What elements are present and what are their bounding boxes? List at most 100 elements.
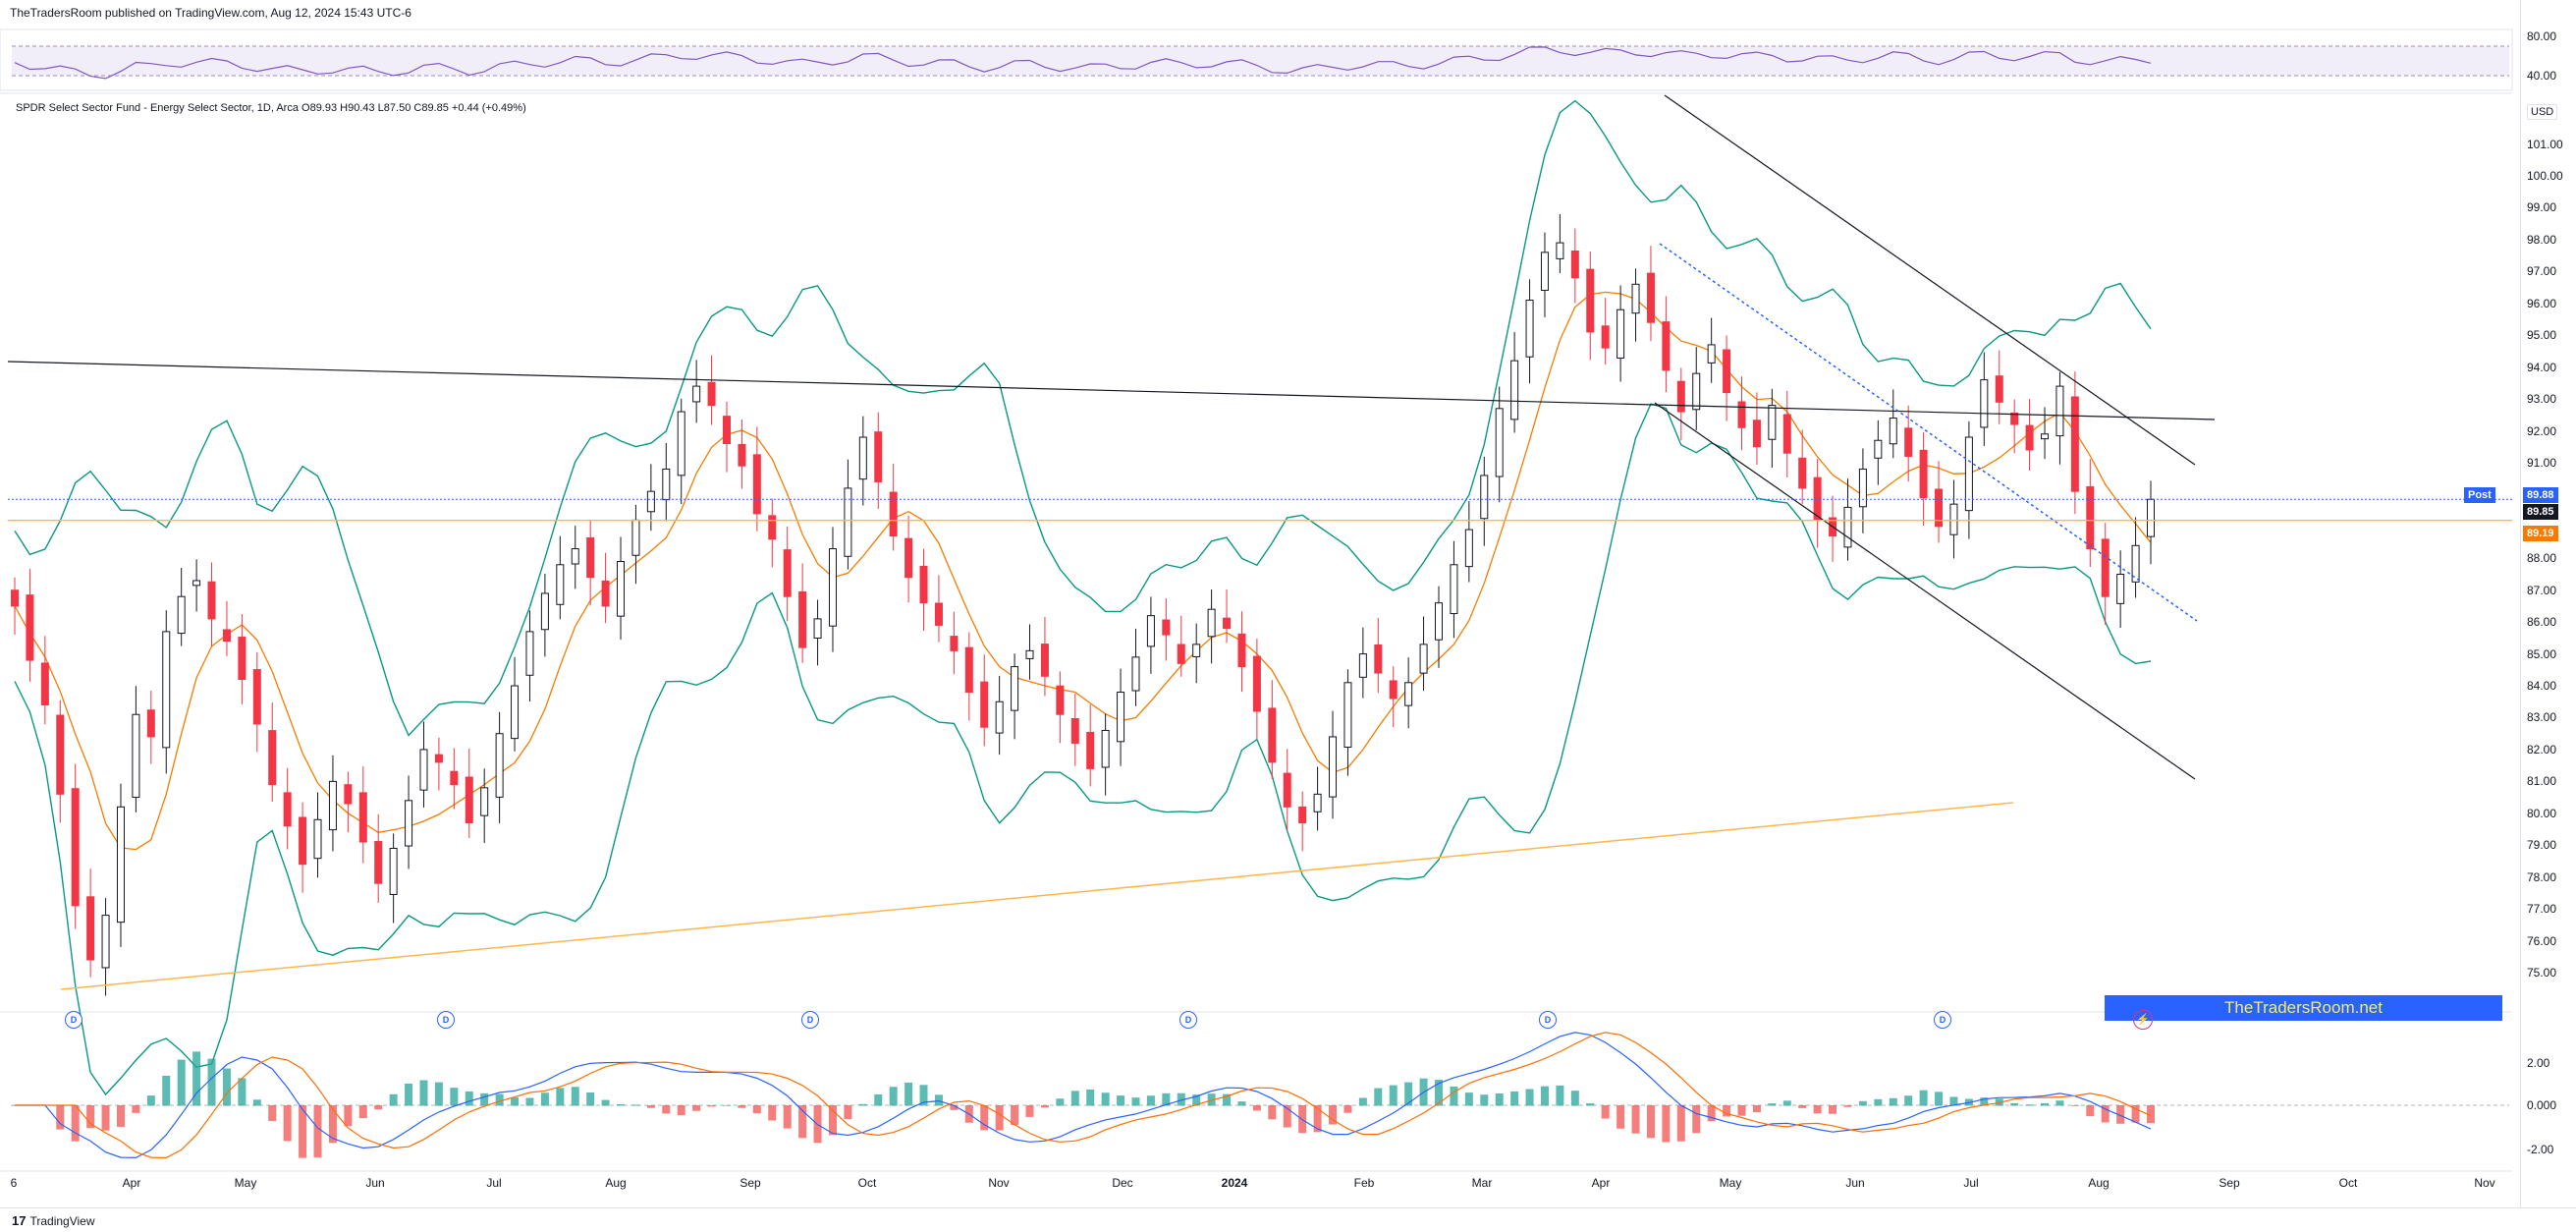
- macd-histogram-bar: [1177, 1092, 1185, 1106]
- candle-body: [1329, 736, 1338, 798]
- macd-histogram-bar: [1464, 1092, 1473, 1106]
- macd-histogram-bar: [646, 1105, 655, 1108]
- price-tick-label: 101.00: [2527, 137, 2563, 151]
- candle-body: [1858, 468, 1867, 508]
- candle-body: [1692, 372, 1701, 411]
- time-tick-label: 6: [10, 1176, 18, 1190]
- candle-body: [450, 770, 459, 786]
- candle-body: [146, 709, 155, 738]
- tradingview-logo[interactable]: 17 TradingView: [12, 1213, 95, 1228]
- macd-histogram-bar: [2010, 1102, 2019, 1106]
- macd-histogram-bar: [222, 1068, 231, 1106]
- dividend-event-marker[interactable]: D: [801, 1011, 819, 1029]
- price-axis[interactable]: USD 101.00 100.00 99.00 98.00 97.00 96.00 95.0…: [2464, 0, 2576, 1232]
- macd-histogram-bar: [1723, 1105, 1731, 1117]
- dividend-event-marker[interactable]: D: [437, 1011, 455, 1029]
- candle-body: [1935, 488, 1944, 528]
- candle-body: [511, 685, 520, 740]
- macd-histogram-bar: [1980, 1097, 1989, 1106]
- macd-histogram-bar: [1283, 1105, 1291, 1128]
- macd-histogram-bar: [2055, 1100, 2064, 1106]
- macd-histogram-bar: [2025, 1104, 2034, 1106]
- macd-histogram-bar: [328, 1105, 337, 1144]
- candle-body: [1268, 707, 1277, 763]
- time-tick-label: 2024: [1221, 1176, 1248, 1190]
- footer-bar: 17 TradingView: [0, 1207, 2576, 1232]
- price-tick-label: 97.00: [2527, 264, 2557, 279]
- candle-body: [525, 631, 534, 676]
- candle-body: [556, 564, 565, 605]
- macd-histogram-bar: [1662, 1105, 1671, 1143]
- macd-histogram-bar: [1131, 1097, 1140, 1106]
- candle-body: [162, 631, 171, 749]
- macd-histogram-bar: [177, 1059, 186, 1106]
- candle-body: [586, 536, 595, 579]
- candle-body: [1904, 427, 1913, 457]
- candle-body: [299, 816, 307, 866]
- macd-histogram-bar: [768, 1105, 777, 1121]
- time-tick-label: Nov: [988, 1176, 1010, 1190]
- candle-body: [1131, 656, 1140, 692]
- candle-body: [1040, 644, 1049, 677]
- candle-body: [1101, 729, 1110, 768]
- alert-icon[interactable]: ⚡: [2133, 1010, 2153, 1030]
- candle-body: [904, 537, 913, 579]
- candle-body: [601, 580, 610, 607]
- candle-body: [2147, 498, 2155, 537]
- dividend-event-marker[interactable]: D: [1934, 1011, 1951, 1029]
- macd-histogram-bar: [586, 1092, 595, 1106]
- macd-histogram-bar: [1117, 1095, 1125, 1106]
- macd-histogram-bar: [1798, 1105, 1807, 1108]
- macd-histogram-bar: [132, 1105, 140, 1113]
- time-tick-label: Jun: [1845, 1176, 1865, 1190]
- moving-average: [14, 291, 2152, 851]
- macd-histogram-bar: [2116, 1105, 2125, 1124]
- dividend-event-marker[interactable]: D: [1179, 1011, 1197, 1029]
- macd-histogram-bar: [86, 1105, 95, 1129]
- time-tick-label: May: [1719, 1176, 1742, 1190]
- candle-body: [783, 549, 792, 597]
- rsi-tick-label: 80.00: [2527, 29, 2557, 43]
- macd-histogram-bar: [1223, 1093, 1232, 1106]
- macd-histogram-bar: [723, 1105, 731, 1106]
- macd-histogram-bar: [1586, 1103, 1595, 1106]
- dividend-event-marker[interactable]: D: [1539, 1011, 1557, 1029]
- candle-body: [207, 581, 216, 620]
- macd-histogram-bar: [192, 1051, 201, 1106]
- macd-histogram-bar: [1086, 1089, 1095, 1106]
- macd-histogram-bar: [465, 1091, 473, 1106]
- macd-histogram-bar: [1495, 1093, 1504, 1106]
- macd-histogram-bar: [662, 1105, 671, 1114]
- price-tick-label: 100.00: [2527, 169, 2563, 183]
- candle-body: [238, 637, 247, 681]
- candle-body: [268, 730, 277, 786]
- macd-histogram-bar: [858, 1103, 867, 1106]
- candle-body: [844, 487, 852, 557]
- macd-histogram-bar: [313, 1105, 322, 1158]
- price-tick-label: 77.00: [2527, 902, 2557, 917]
- currency-label[interactable]: USD: [2527, 104, 2558, 120]
- macd-histogram-bar: [116, 1105, 125, 1127]
- candle-body: [1192, 644, 1201, 657]
- candle-body: [1070, 717, 1079, 744]
- candle-body: [252, 669, 261, 725]
- candle-body: [1646, 272, 1655, 323]
- price-tick-label: 76.00: [2527, 933, 2557, 948]
- macd-histogram-bar: [1782, 1100, 1791, 1106]
- time-tick-label: Oct: [2338, 1176, 2358, 1190]
- macd-histogram-bar: [344, 1105, 353, 1127]
- candle-body: [1601, 325, 1610, 349]
- dividend-event-marker[interactable]: D: [65, 1011, 82, 1029]
- macd-histogram-bar: [919, 1085, 928, 1106]
- macd-histogram-bar: [1040, 1105, 1049, 1108]
- time-tick-label: Jul: [1963, 1176, 1979, 1190]
- candle-body: [11, 589, 19, 607]
- candle-body: [2116, 574, 2125, 604]
- macd-histogram-bar: [207, 1058, 216, 1106]
- candle-body: [358, 792, 367, 843]
- candle-body: [405, 800, 413, 847]
- candle-body: [1237, 633, 1246, 668]
- candle-body: [662, 468, 671, 501]
- macd-histogram-bar: [1192, 1094, 1201, 1106]
